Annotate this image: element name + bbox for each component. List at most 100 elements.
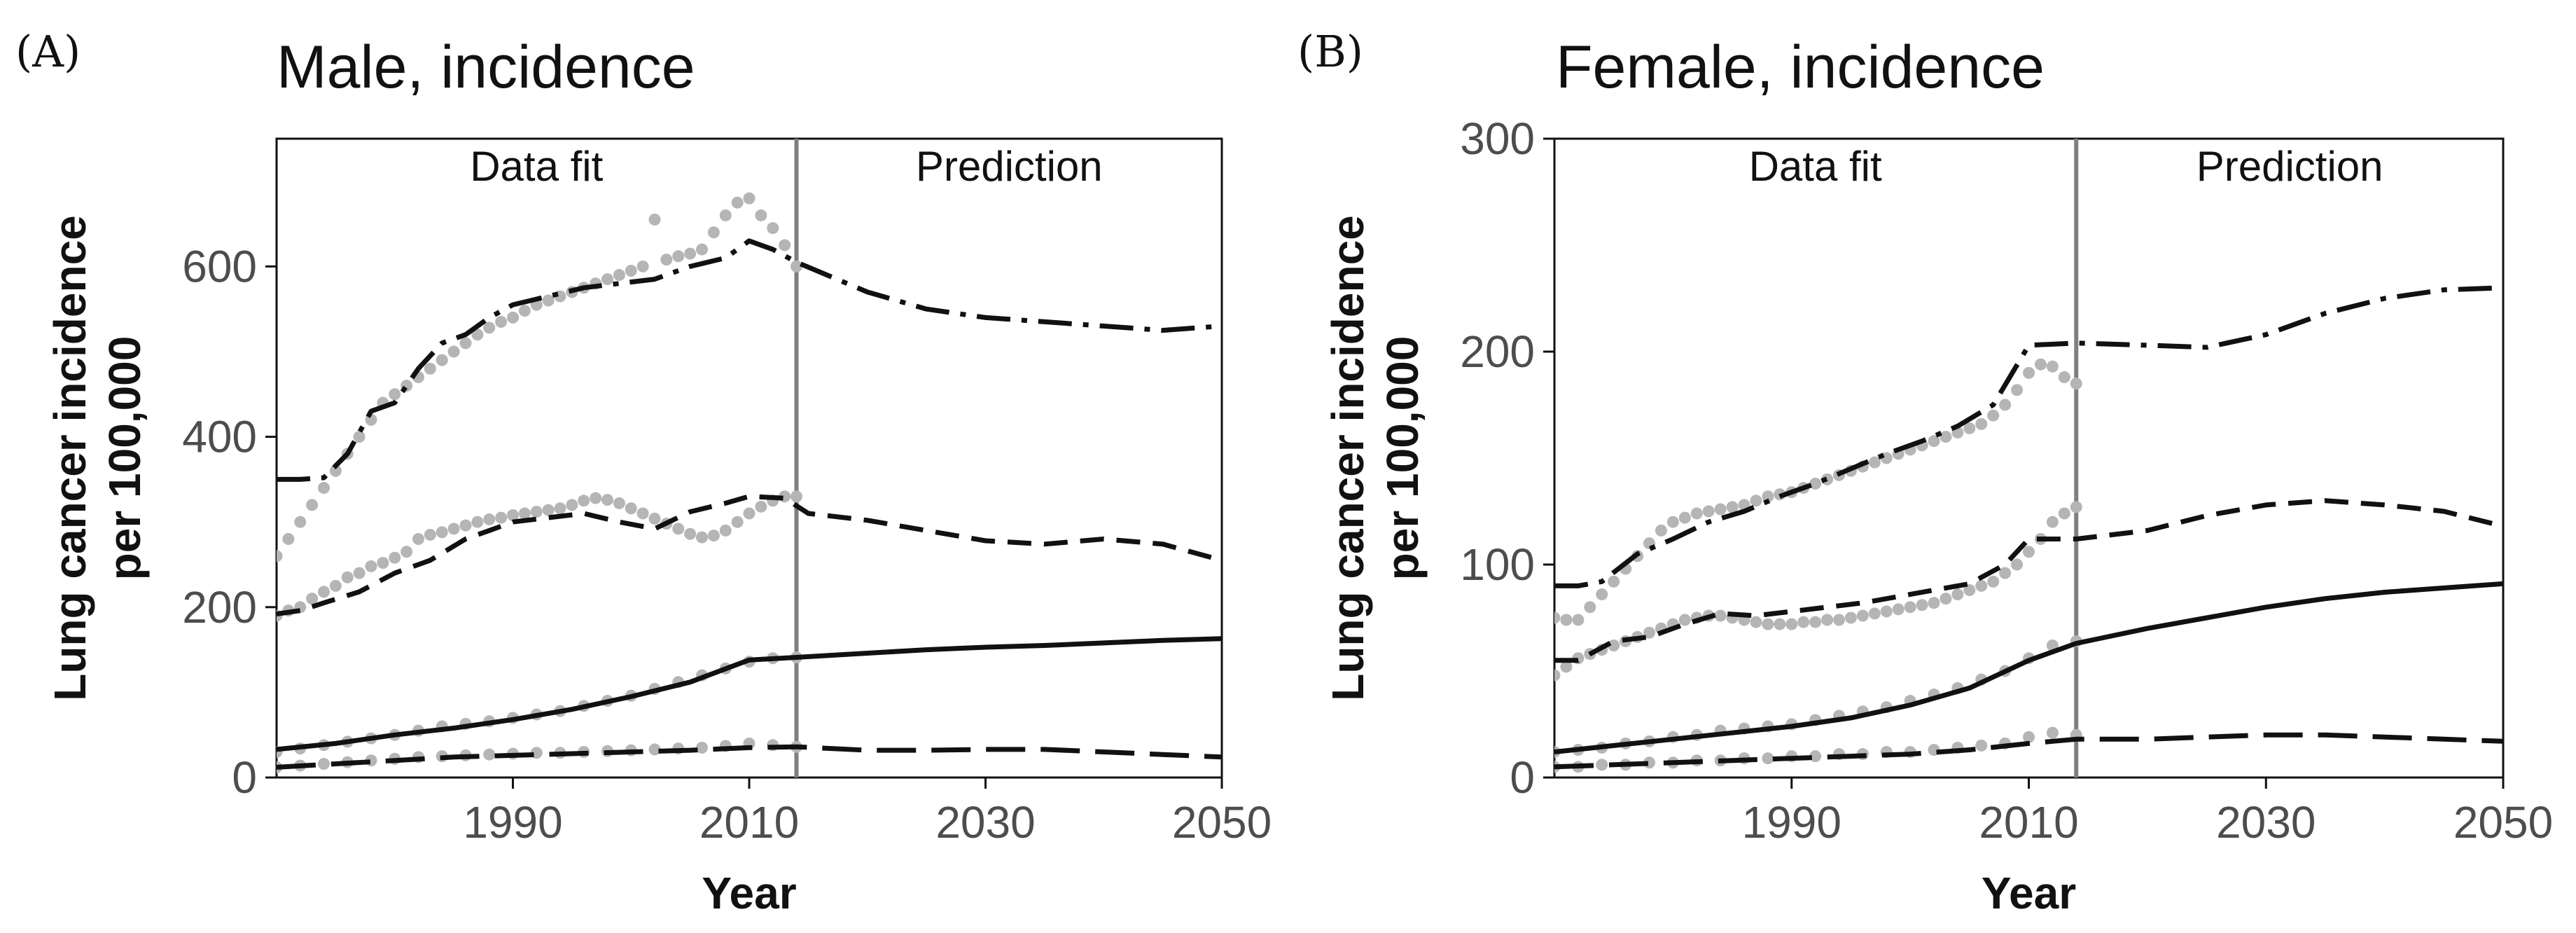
observed-point: [601, 273, 613, 286]
observed-point: [1560, 661, 1573, 673]
model-line-dashed: [1554, 498, 2503, 663]
observed-point: [1608, 575, 1620, 588]
model-line-solid: [277, 636, 1222, 752]
chart-title: Male, incidence: [277, 34, 695, 101]
region-label-data-fit: Data fit: [470, 143, 603, 190]
observed-point: [1726, 501, 1739, 513]
y-tick-label: 0: [1510, 752, 1535, 803]
observed-point: [518, 305, 531, 317]
y-tick-label: 200: [1460, 326, 1535, 377]
observed-point: [1584, 601, 1596, 614]
observed-point: [507, 311, 519, 324]
observed-point: [318, 758, 330, 770]
observed-point: [1999, 399, 2012, 411]
observed-point: [329, 579, 342, 592]
observed-point: [1762, 752, 1774, 765]
observed-point: [1596, 759, 1608, 771]
observed-point: [1702, 505, 1715, 518]
observed-point: [590, 492, 602, 504]
observed-point: [471, 516, 484, 528]
observed-point: [1833, 614, 1845, 626]
observed-point: [707, 226, 720, 239]
observed-point: [1809, 477, 1822, 490]
y-tick-label: 400: [182, 412, 257, 462]
observed-point: [277, 550, 283, 562]
observed-point: [542, 504, 555, 516]
model-line-longdash: [1554, 732, 2503, 770]
observed-point: [530, 506, 543, 518]
observed-point: [436, 526, 448, 539]
observed-point: [1892, 603, 1905, 616]
observed-point: [459, 337, 472, 350]
observed-point: [696, 741, 708, 754]
observed-point: [1940, 593, 1952, 605]
observed-point: [719, 209, 732, 221]
observed-point: [401, 546, 413, 558]
observed-point: [660, 254, 673, 266]
observed-point: [1987, 409, 2000, 422]
observed-point: [542, 294, 555, 307]
x-tick-label: 2010: [1979, 797, 2078, 848]
x-tick-label: 1990: [463, 797, 562, 848]
observed-point: [341, 571, 354, 583]
observed-point: [459, 519, 472, 532]
observed-point: [353, 431, 365, 443]
observed-point: [1750, 616, 1762, 628]
x-tick-label: 2030: [2216, 797, 2316, 848]
observed-point: [389, 551, 401, 564]
observed-point: [1678, 614, 1691, 626]
y-tick-label: 600: [182, 241, 257, 291]
observed-point: [483, 748, 496, 761]
observed-series: [1554, 358, 2082, 626]
observed-point: [2023, 731, 2035, 743]
observed-point: [791, 260, 802, 272]
observed-point: [1975, 579, 1988, 592]
observed-point: [1572, 614, 1585, 626]
observed-point: [1785, 618, 1798, 630]
plot-frame: [275, 137, 1223, 779]
observed-point: [1856, 609, 1869, 622]
observed-point: [1940, 431, 1952, 443]
observed-point: [436, 354, 448, 366]
observed-point: [1975, 417, 1988, 430]
observed-point: [1868, 607, 1881, 620]
observed-point: [1560, 614, 1573, 626]
observed-point: [294, 516, 307, 528]
panel-b: (B) Female, incidence 0 100 200 300 1990 2010 20…: [1297, 26, 2553, 918]
observed-point: [377, 557, 389, 569]
x-tick-label: 2050: [1172, 797, 1272, 848]
observed-point: [2023, 546, 2035, 558]
observed-point: [1951, 588, 1964, 601]
observed-point: [518, 507, 531, 520]
x-axis-label: Year: [1982, 868, 2076, 918]
observed-point: [2034, 358, 2047, 371]
observed-point: [329, 464, 342, 477]
observed-point: [755, 209, 767, 221]
observed-point: [636, 507, 649, 520]
observed-point: [1916, 599, 1928, 611]
model-line-longdash: [277, 744, 1222, 770]
observed-point: [1821, 614, 1834, 626]
panel-tag: (A): [15, 26, 81, 77]
observed-point: [1554, 669, 1561, 682]
observed-point: [2023, 366, 2035, 379]
observed-point: [424, 528, 436, 541]
observed-point: [1928, 597, 1940, 609]
observed-point: [1797, 616, 1810, 628]
observed-point: [2070, 378, 2082, 390]
observed-point: [1750, 495, 1762, 507]
observed-point: [507, 509, 519, 521]
observed-point: [1554, 611, 1561, 624]
plot-area: [277, 192, 1222, 773]
observed-point: [306, 593, 319, 605]
observed-point: [684, 527, 697, 540]
observed-point: [1596, 588, 1608, 601]
observed-point: [471, 329, 484, 341]
observed-point: [424, 362, 436, 375]
observed-point: [1975, 739, 1988, 752]
observed-point: [1963, 422, 1976, 434]
observed-point: [365, 560, 377, 572]
observed-point: [1844, 611, 1857, 624]
model-line-dotdash: [277, 238, 1222, 482]
